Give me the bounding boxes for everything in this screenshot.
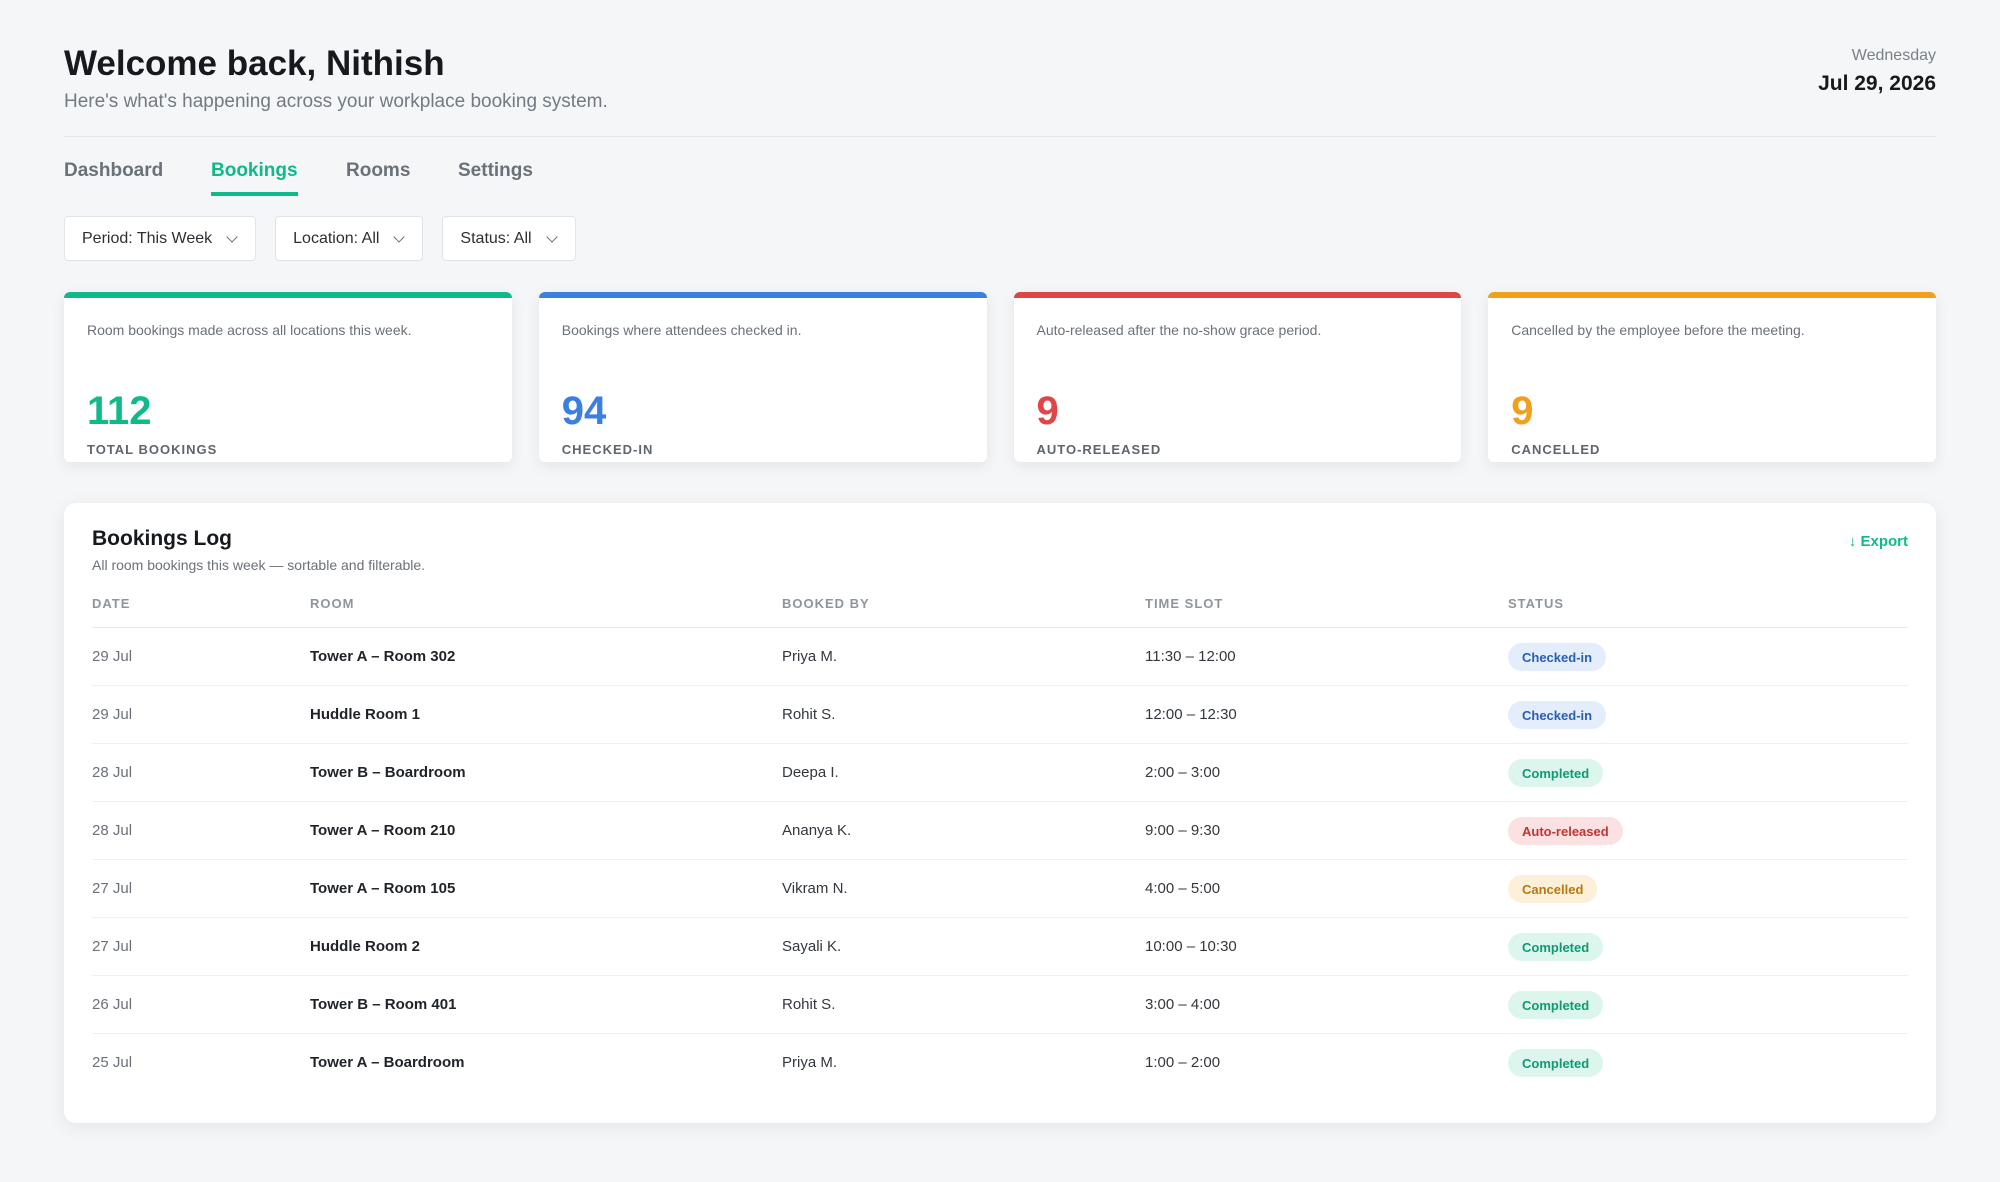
chevron-down-icon — [545, 230, 558, 243]
date-display: Wednesday Jul 29, 2026 — [1818, 47, 1936, 96]
cell-booked-by: Vikram N. — [782, 880, 848, 897]
cell-room: Huddle Room 1 — [310, 706, 421, 723]
page-header: Welcome back, Nithish Here's what's happ… — [64, 0, 1936, 137]
status-badge: Cancelled — [1508, 875, 1598, 903]
table-row[interactable]: 28 Jul Tower A – Room 210 Ananya K. 9:00 – … — [92, 802, 1908, 860]
period-filter[interactable]: Period: This Week — [64, 216, 257, 261]
cell-date: 29 Jul — [92, 648, 133, 665]
stat-card-checked-in: Bookings where attendees checked in. 94 … — [538, 292, 987, 462]
cell-time-slot: 3:00 – 4:00 — [1145, 996, 1221, 1013]
stat-card-auto-released: Auto-released after the no-show grace pe… — [1013, 292, 1462, 462]
bookings-log-panel: Bookings Log All room bookings this week… — [64, 503, 1936, 1123]
table-row[interactable]: 25 Jul Tower A – Boardroom Priya M. 1:00 – … — [92, 1034, 1908, 1092]
cell-date: 28 Jul — [92, 764, 133, 781]
status-badge: Checked-in — [1508, 701, 1607, 729]
cell-room: Tower B – Boardroom — [310, 764, 466, 781]
status-badge: Completed — [1508, 991, 1604, 1019]
location-filter-label: Location: All — [293, 229, 380, 247]
stat-card-value: 9 — [1511, 389, 1534, 433]
cell-time-slot: 1:00 – 2:00 — [1145, 1054, 1221, 1071]
column-header-status[interactable]: STATUS — [1508, 596, 1565, 611]
stat-card-description: Room bookings made across all locations … — [87, 322, 412, 338]
chevron-down-icon — [393, 230, 406, 243]
cell-date: 29 Jul — [92, 706, 133, 723]
cell-date: 28 Jul — [92, 822, 133, 839]
table-row[interactable]: 26 Jul Tower B – Room 401 Rohit S. 3:00 – 4… — [92, 976, 1908, 1034]
cell-time-slot: 2:00 – 3:00 — [1145, 764, 1221, 781]
cell-date: 27 Jul — [92, 938, 133, 955]
status-badge: Auto-released — [1508, 817, 1623, 845]
column-header-booked-by[interactable]: BOOKED BY — [782, 596, 870, 611]
table-body: 29 Jul Tower A – Room 302 Priya M. 11:30 – … — [92, 628, 1908, 1092]
cell-time-slot: 11:30 – 12:00 — [1145, 648, 1236, 665]
status-badge: Completed — [1508, 759, 1604, 787]
table-row[interactable]: 28 Jul Tower B – Boardroom Deepa I. 2:00 – … — [92, 744, 1908, 802]
cell-time-slot: 4:00 – 5:00 — [1145, 880, 1221, 897]
stat-card-value: 9 — [1036, 389, 1059, 433]
cell-booked-by: Priya M. — [782, 648, 838, 665]
stat-card-label: CHECKED-IN — [561, 442, 654, 457]
page-title: Welcome back, Nithish — [64, 44, 445, 83]
page-subtitle: Here's what's happening across your work… — [64, 91, 608, 112]
period-filter-label: Period: This Week — [82, 229, 213, 247]
chevron-down-icon — [226, 230, 238, 243]
cell-time-slot: 10:00 – 10:30 — [1145, 938, 1237, 955]
cell-time-slot: 12:00 – 12:30 — [1145, 706, 1237, 723]
table-row[interactable]: 29 Jul Huddle Room 1 Rohit S. 12:00 – 12:30… — [92, 686, 1908, 744]
stat-card-label: TOTAL BOOKINGS — [87, 442, 218, 457]
cell-date: 26 Jul — [92, 996, 133, 1013]
stat-card-cancelled: Cancelled by the employee before the mee… — [1488, 292, 1936, 462]
cell-room: Tower A – Room 302 — [310, 648, 456, 665]
cell-time-slot: 9:00 – 9:30 — [1145, 822, 1221, 839]
status-badge: Completed — [1508, 1049, 1604, 1077]
stat-card-value: 94 — [561, 389, 607, 433]
stat-cards: Room bookings made across all locations … — [64, 292, 1936, 462]
column-header-date[interactable]: DATE — [92, 596, 131, 611]
cell-booked-by: Priya M. — [782, 1054, 838, 1071]
tab-bar: Dashboard Bookings Rooms Settings — [64, 160, 1936, 220]
cell-booked-by: Deepa I. — [782, 764, 839, 781]
table-row[interactable]: 27 Jul Huddle Room 2 Sayali K. 10:00 – 10:3… — [92, 918, 1908, 976]
status-badge: Checked-in — [1508, 643, 1607, 671]
date-day: Wednesday — [1851, 47, 1936, 64]
cell-room: Tower A – Boardroom — [310, 1054, 465, 1071]
cell-booked-by: Sayali K. — [782, 938, 842, 955]
cell-booked-by: Rohit S. — [782, 996, 836, 1013]
cell-booked-by: Ananya K. — [782, 822, 852, 839]
stat-card-value: 112 — [87, 389, 152, 433]
bookings-log-title: Bookings Log — [92, 527, 232, 550]
table-row[interactable]: 27 Jul Tower A – Room 105 Vikram N. 4:00 – … — [92, 860, 1908, 918]
status-filter-label: Status: All — [460, 229, 532, 247]
tab-settings[interactable]: Settings — [458, 160, 533, 181]
cell-room: Tower A – Room 105 — [310, 880, 456, 897]
bookings-log-subtitle: All room bookings this week — sortable a… — [92, 557, 426, 573]
tab-rooms[interactable]: Rooms — [346, 160, 411, 181]
column-header-room[interactable]: ROOM — [310, 596, 355, 611]
bookings-table: DATE ROOM BOOKED BY TIME SLOT STATUS 29 … — [92, 581, 1908, 1092]
cell-room: Tower A – Room 210 — [310, 822, 456, 839]
table-header: DATE ROOM BOOKED BY TIME SLOT STATUS — [92, 581, 1908, 628]
cell-room: Tower B – Room 401 — [310, 996, 457, 1013]
stat-card-total-bookings: Room bookings made across all locations … — [64, 292, 512, 462]
stat-card-description: Bookings where attendees checked in. — [561, 322, 802, 338]
filter-bar: Period: This Week Location: All Status: … — [64, 216, 576, 261]
tab-bookings[interactable]: Bookings — [211, 160, 298, 196]
stat-card-label: AUTO-RELEASED — [1036, 442, 1162, 457]
location-filter[interactable]: Location: All — [275, 216, 424, 261]
cell-date: 25 Jul — [92, 1054, 133, 1071]
date-full: Jul 29, 2026 — [1818, 72, 1936, 95]
cell-room: Huddle Room 2 — [310, 938, 421, 955]
stat-card-description: Cancelled by the employee before the mee… — [1511, 322, 1805, 338]
stat-card-label: CANCELLED — [1511, 442, 1601, 457]
tab-dashboard[interactable]: Dashboard — [64, 160, 164, 181]
column-header-time-slot[interactable]: TIME SLOT — [1145, 596, 1224, 611]
cell-booked-by: Rohit S. — [782, 706, 836, 723]
status-filter[interactable]: Status: All — [442, 216, 576, 261]
export-button[interactable]: ↓ Export — [1848, 533, 1908, 550]
cell-date: 27 Jul — [92, 880, 133, 897]
table-row[interactable]: 29 Jul Tower A – Room 302 Priya M. 11:30 – … — [92, 628, 1908, 686]
stat-card-description: Auto-released after the no-show grace pe… — [1036, 322, 1322, 338]
status-badge: Completed — [1508, 933, 1604, 961]
